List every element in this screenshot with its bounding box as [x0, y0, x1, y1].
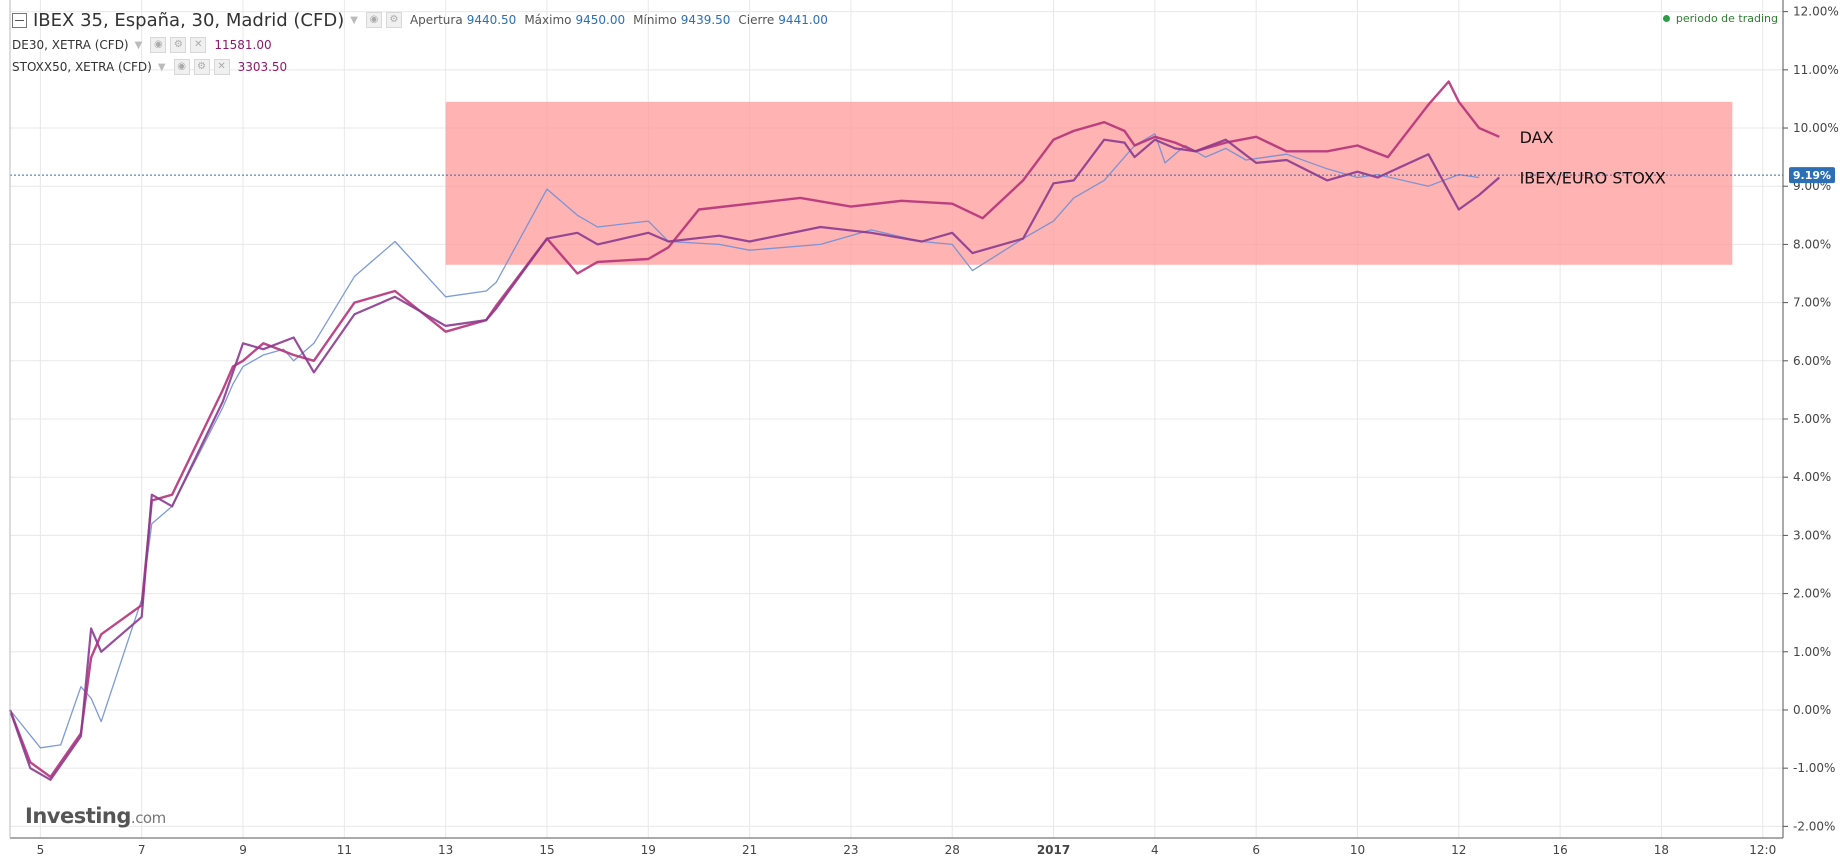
annotation-label: IBEX/EURO STOXX [1520, 168, 1666, 187]
series-line-ibex [9, 133, 1480, 749]
chevron-down-icon[interactable]: ▼ [157, 61, 166, 73]
collapse-icon[interactable] [12, 12, 27, 28]
current-value-label: 9.19% [1793, 169, 1831, 182]
chevron-down-icon[interactable]: ▼ [350, 14, 358, 26]
series-line-dax [8, 80, 1500, 779]
x-tick-label: 12:0 [1749, 843, 1776, 857]
y-tick-label: 11.00% [1793, 63, 1839, 77]
low-value: 9439.50 [680, 13, 731, 27]
eye-icon[interactable]: ◉ [365, 12, 382, 28]
low-label: Mínimo [633, 13, 677, 27]
main-symbol-name[interactable]: IBEX 35, España, 30, Madrid (CFD) [33, 9, 345, 31]
status-dot-icon [1662, 15, 1670, 22]
legend-main-row: IBEX 35, España, 30, Madrid (CFD) ▼ ◉ ⚙ … [12, 6, 828, 34]
open-value: 9440.50 [466, 13, 517, 27]
x-tick-label: 21 [742, 843, 757, 857]
close-value: 9441.00 [778, 13, 828, 27]
gear-icon[interactable]: ⚙ [385, 12, 402, 28]
x-tick-label: 28 [945, 843, 960, 857]
close-label: Cierre [738, 13, 775, 27]
legend-dax-row: DE30, XETRA (CFD) ▼ ◉ ⚙ ✕ 11581.00 [12, 34, 828, 56]
y-tick-label: 3.00% [1793, 528, 1831, 542]
x-tick-label: 5 [37, 843, 45, 857]
eye-icon[interactable]: ◉ [150, 37, 167, 53]
x-tick-label: 11 [337, 843, 352, 857]
stoxx-value: 3303.50 [237, 60, 288, 74]
eye-icon[interactable]: ◉ [173, 59, 190, 75]
high-value: 9450.00 [575, 13, 626, 27]
logo-brand: Investing [25, 804, 131, 828]
x-tick-label: 15 [539, 843, 554, 857]
investing-logo: Investing.com [25, 804, 166, 828]
x-tick-label: 4 [1151, 843, 1159, 857]
gear-icon[interactable]: ⚙ [193, 59, 210, 75]
open-label: Apertura [409, 13, 463, 27]
dax-value: 11581.00 [214, 38, 272, 52]
close-icon[interactable]: ✕ [213, 59, 230, 75]
trading-status: periodo de trading [1662, 12, 1778, 25]
stoxx-symbol-name[interactable]: STOXX50, XETRA (CFD) [12, 60, 152, 74]
legend-stoxx-row: STOXX50, XETRA (CFD) ▼ ◉ ⚙ ✕ 3303.50 [12, 56, 828, 78]
x-tick-label: 16 [1552, 843, 1567, 857]
x-tick-label: 13 [438, 843, 453, 857]
annotation-label: DAX [1520, 128, 1554, 147]
close-icon[interactable]: ✕ [190, 37, 207, 53]
legend: IBEX 35, España, 30, Madrid (CFD) ▼ ◉ ⚙ … [12, 6, 828, 78]
gear-icon[interactable]: ⚙ [170, 37, 187, 53]
y-tick-label: 4.00% [1793, 470, 1831, 484]
dax-symbol-name[interactable]: DE30, XETRA (CFD) [12, 38, 129, 52]
y-tick-label: -1.00% [1793, 761, 1835, 775]
x-tick-label: 7 [138, 843, 146, 857]
y-tick-label: -2.00% [1793, 819, 1835, 833]
chevron-down-icon[interactable]: ▼ [134, 39, 143, 51]
series-line-stoxx [8, 138, 1501, 781]
x-tick-label: 6 [1252, 843, 1260, 857]
trading-status-text: periodo de trading [1675, 12, 1778, 25]
x-tick-label: 12 [1451, 843, 1466, 857]
x-tick-label: 23 [843, 843, 858, 857]
y-tick-label: 5.00% [1793, 412, 1831, 426]
y-tick-label: 12.00% [1793, 5, 1839, 19]
x-tick-label: 19 [641, 843, 656, 857]
current-value-tag [1789, 167, 1835, 184]
logo-suffix: .com [130, 809, 166, 827]
y-tick-label: 1.00% [1793, 645, 1831, 659]
y-tick-label: 2.00% [1793, 587, 1831, 601]
x-tick-label: 2017 [1037, 843, 1070, 857]
x-tick-label: 9 [239, 843, 247, 857]
y-tick-label: 10.00% [1793, 121, 1839, 135]
y-tick-label: 6.00% [1793, 354, 1831, 368]
x-tick-label: 10 [1350, 843, 1365, 857]
x-tick-label: 18 [1654, 843, 1669, 857]
high-label: Máximo [524, 13, 572, 27]
y-tick-label: 0.00% [1793, 703, 1831, 717]
y-tick-label: 7.00% [1793, 296, 1831, 310]
y-tick-label: 8.00% [1793, 237, 1831, 251]
